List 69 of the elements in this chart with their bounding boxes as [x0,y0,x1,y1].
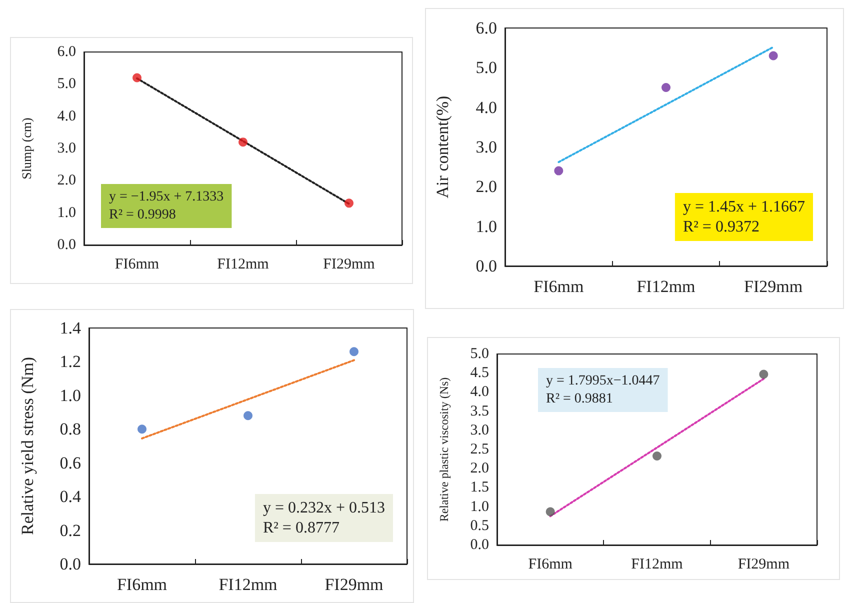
x-tick-label: FI12mm [636,277,696,296]
x-tick-label: FI12mm [631,556,684,572]
point [344,198,354,208]
point [652,451,662,460]
y-tick-label: 0.0 [476,256,497,276]
y-tick-label: 1.4 [60,318,82,338]
x-tick-label: FI29mm [324,575,384,594]
y-tick-label: 4.0 [57,108,76,124]
x-tick-label: FI12mm [217,256,270,272]
point [244,411,252,420]
y-tick-label: 3.0 [470,422,489,438]
x-tick-label: FI6mm [116,575,168,594]
annotation: R² = 0.9998 [109,208,176,222]
y-tick-label: 2.0 [476,177,497,196]
point [350,347,358,356]
y-tick-label: 1.0 [60,386,81,405]
y-tick-label: 0.0 [60,554,81,574]
point [138,424,146,434]
y-tick-label: 3.5 [470,403,489,420]
point [238,138,248,147]
y-tick-label: 6.0 [476,18,497,38]
y-tick-label: 2.0 [57,172,76,189]
y-tick-label: 0.2 [60,520,81,540]
y-tick-label: 0.0 [470,537,489,553]
y-tick-label: 3.0 [476,138,497,156]
x-tick-label: FI6mm [534,277,584,296]
annotation: y = 0.232x + 0.513 [262,500,385,516]
point [546,507,555,516]
y-tick-label: 0.0 [57,237,76,253]
y-tick-label: 0.6 [60,453,81,472]
annotation: y = 1.45x + 1.1667 [682,198,805,216]
annotation: R² = 0.9881 [546,392,613,406]
point [662,83,670,92]
annotation: y = −1.95x + 7.1333 [109,190,224,204]
y-tick-label: 5.0 [470,346,489,362]
y-tick-label: 6.0 [57,44,76,60]
y-tick-label: 2.5 [470,442,489,458]
y-tick-label: 0.5 [470,518,489,534]
x-tick-label: FI6mm [114,256,160,272]
y-tick-label: 1.0 [57,204,76,221]
y-tick-label: 0.4 [60,487,82,506]
y-axis-title: Relative plastic viscosity (Ns) [437,377,451,522]
annotation: R² = 0.8777 [262,520,340,536]
y-tick-label: 4.0 [476,98,497,117]
y-tick-label: 5.0 [57,76,76,92]
y-tick-label: 1.0 [476,216,497,236]
y-axis-title: Relative yield stress (Nm) [18,357,37,535]
x-tick-label: FI29mm [323,256,376,272]
annotation: R² = 0.9372 [682,218,760,236]
y-tick-label: 5.0 [476,58,497,78]
x-tick-label: FI29mm [738,556,790,572]
y-tick-label: 1.0 [470,498,489,515]
x-tick-label: FI12mm [218,575,278,594]
y-tick-label: 1.2 [60,352,81,372]
point [132,73,142,82]
y-tick-label: 1.5 [470,480,489,496]
point [759,370,768,379]
x-tick-label: FI29mm [744,277,803,296]
y-tick-label: 3.0 [57,140,76,156]
y-axis-title: Slump (cm) [19,118,34,180]
y-tick-label: 2.0 [470,460,489,477]
point [768,51,778,60]
y-tick-label: 0.8 [60,420,81,439]
y-tick-label: 4.5 [470,365,489,382]
x-tick-label: FI6mm [528,556,573,572]
y-axis-title: Air content(%) [433,96,452,198]
point [554,166,564,176]
annotation: y = 1.7995x−1.0447 [546,374,660,388]
y-tick-label: 4.0 [470,384,489,400]
